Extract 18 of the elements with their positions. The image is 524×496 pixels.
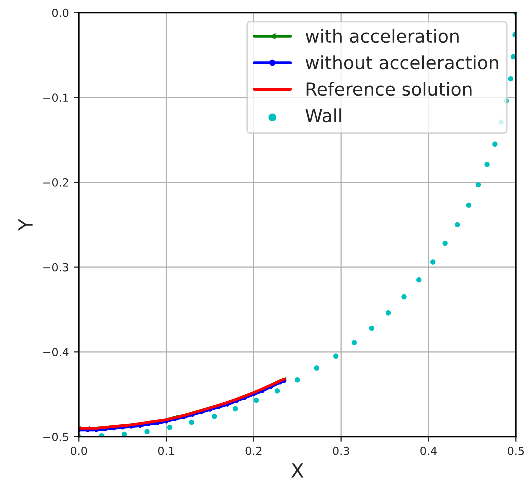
y-tick-label: −0.3 — [44, 263, 69, 272]
legend-label: without acceleraction — [306, 56, 498, 70]
y-tick-label: −0.1 — [44, 94, 68, 102]
legend-label: with acceleration — [306, 29, 459, 44]
y-axis-title: Y — [18, 218, 33, 231]
y-tick-label: 0.0 — [52, 8, 69, 18]
legend-label: Wall — [306, 108, 342, 123]
x-tick-label: 0.5 — [508, 446, 524, 456]
x-tick-label: 0.1 — [158, 446, 174, 456]
y-tick-label: −0.5 — [44, 432, 68, 442]
x-tick-label: 0.4 — [420, 446, 437, 456]
x-tick-label: 0.2 — [246, 446, 262, 456]
y-tick-label: −0.4 — [44, 348, 69, 357]
legend-label: Reference solution — [306, 82, 472, 96]
x-axis-title: X — [292, 464, 304, 478]
x-tick-label: 0.0 — [71, 446, 88, 456]
x-tick-label: 0.3 — [333, 446, 350, 456]
y-tick-label: −0.2 — [44, 178, 68, 187]
